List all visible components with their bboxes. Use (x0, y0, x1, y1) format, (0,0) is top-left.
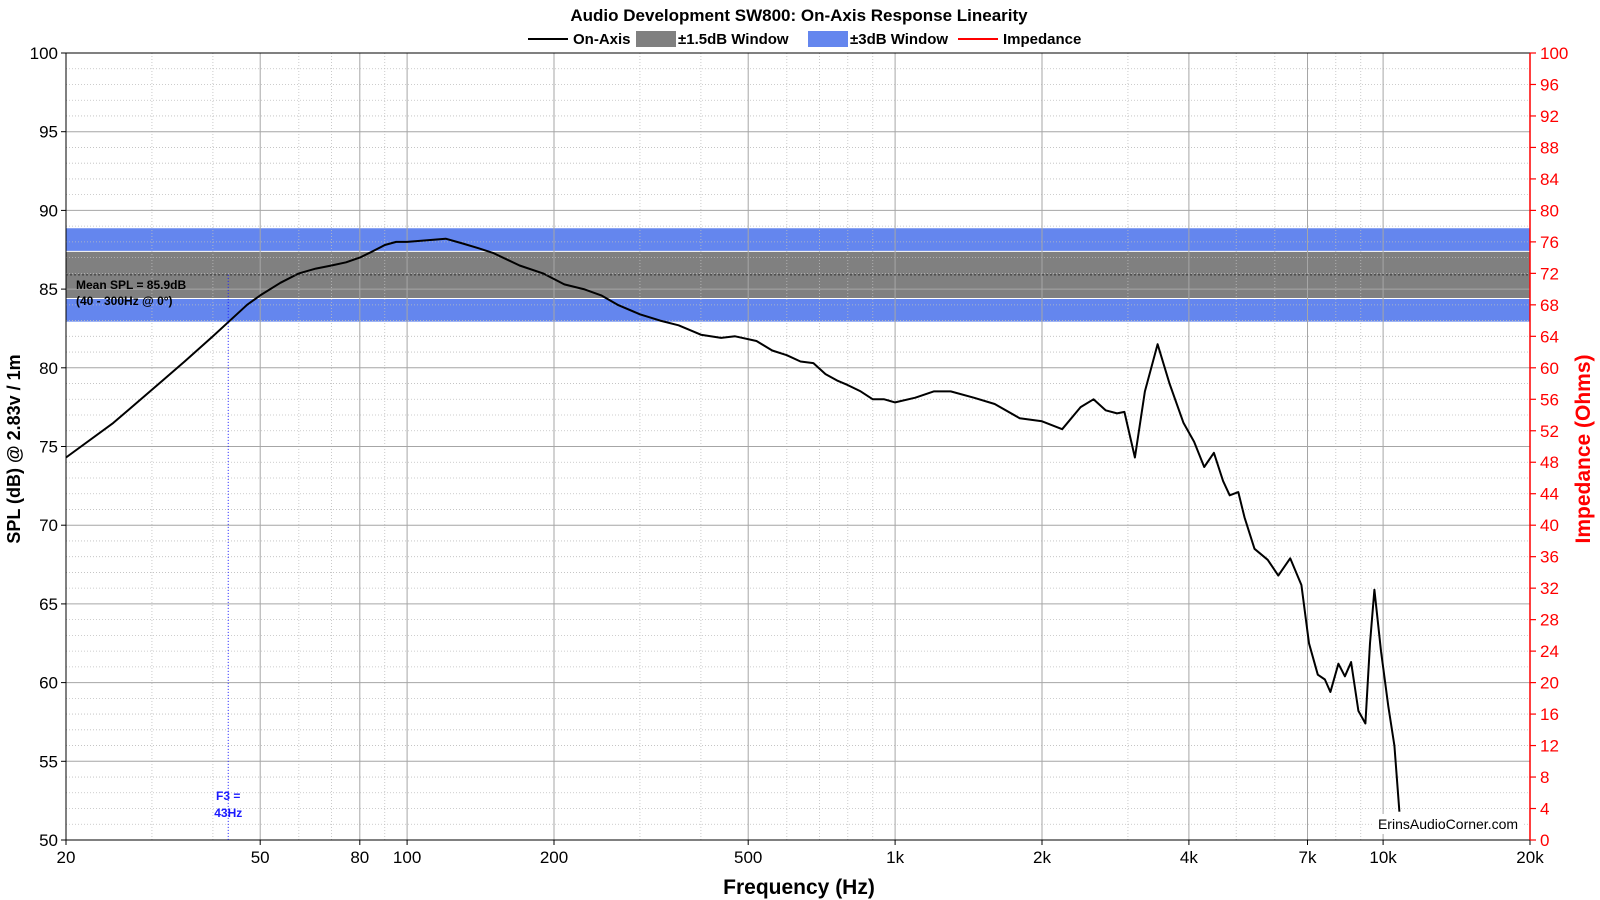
y-tick-label: 65 (39, 595, 58, 614)
y2-tick-label: 76 (1540, 233, 1559, 252)
y-axis-title: SPL (dB) @ 2.83v / 1m (4, 354, 24, 543)
watermark-box (1372, 814, 1524, 834)
y2-tick-label: 32 (1540, 579, 1559, 598)
y2-tick-label: 100 (1540, 44, 1568, 63)
y2-tick-label: 60 (1540, 359, 1559, 378)
y-tick-label: 90 (39, 201, 58, 220)
x-tick-label: 4k (1180, 848, 1198, 867)
y2-tick-label: 92 (1540, 107, 1559, 126)
legend-item: Impedance (958, 31, 1081, 48)
y2-tick-label: 68 (1540, 296, 1559, 315)
x-tick-label: 500 (734, 848, 762, 867)
chart-title: Audio Development SW800: On-Axis Respons… (570, 6, 1028, 25)
y-tick-label: 70 (39, 516, 58, 535)
x-tick-label: 200 (540, 848, 568, 867)
y-tick-label: 60 (39, 674, 58, 693)
x-tick-label: 80 (350, 848, 369, 867)
x-tick-label: 7k (1299, 848, 1317, 867)
x-tick-label: 100 (393, 848, 421, 867)
legend-item: On-Axis (528, 31, 631, 48)
y2-tick-label: 12 (1540, 737, 1559, 756)
watermark: ErinsAudioCorner.com (1378, 816, 1518, 832)
y-tick-label: 100 (30, 44, 58, 63)
y2-axis-title: Impedance (Ohms) (1572, 354, 1595, 543)
mean-spl-range-label: (40 - 300Hz @ 0°) (76, 294, 173, 308)
mean-spl-label: Mean SPL = 85.9dB (76, 278, 186, 292)
x-tick-label: 20 (57, 848, 76, 867)
legend-swatch-box (808, 31, 848, 47)
y2-tick-label: 40 (1540, 516, 1559, 535)
legend-item: ±3dB Window (808, 31, 948, 48)
legend-label: Impedance (1003, 31, 1081, 48)
y-tick-label: 95 (39, 123, 58, 142)
y-tick-label: 75 (39, 438, 58, 457)
legend-label: ±3dB Window (850, 31, 948, 48)
y2-tick-label: 72 (1540, 264, 1559, 283)
legend-label: On-Axis (573, 31, 631, 48)
y2-tick-label: 24 (1540, 642, 1559, 661)
y2-tick-label: 16 (1540, 705, 1559, 724)
y2-tick-label: 88 (1540, 138, 1559, 157)
x-tick-label: 50 (251, 848, 270, 867)
y2-tick-label: 48 (1540, 453, 1559, 472)
y2-tick-label: 8 (1540, 768, 1549, 787)
y2-tick-label: 4 (1540, 800, 1549, 819)
y2-tick-label: 44 (1540, 485, 1559, 504)
x-tick-label: 20k (1516, 848, 1544, 867)
y2-tick-label: 52 (1540, 422, 1559, 441)
y2-tick-label: 64 (1540, 327, 1559, 346)
x-tick-label: 1k (886, 848, 904, 867)
y2-tick-label: 84 (1540, 170, 1559, 189)
x-axis-title: Frequency (Hz) (723, 876, 875, 899)
y2-tick-label: 96 (1540, 75, 1559, 94)
y2-tick-label: 56 (1540, 390, 1559, 409)
y-tick-label: 50 (39, 831, 58, 850)
y-tick-label: 55 (39, 752, 58, 771)
legend-label: ±1.5dB Window (678, 31, 789, 48)
legend-item: ±1.5dB Window (636, 31, 789, 48)
y2-tick-label: 0 (1540, 831, 1549, 850)
y2-tick-label: 80 (1540, 201, 1559, 220)
x-tick-label: 10k (1369, 848, 1397, 867)
f3-value-label: 43Hz (214, 806, 242, 820)
x-tick-label: 2k (1033, 848, 1051, 867)
on-axis-series-line (65, 237, 1401, 812)
f3-label: F3 = (216, 789, 240, 803)
legend-swatch-box (636, 31, 676, 47)
y2-tick-label: 20 (1540, 674, 1559, 693)
y2-tick-label: 28 (1540, 611, 1559, 630)
y2-tick-label: 36 (1540, 548, 1559, 567)
y-tick-label: 80 (39, 359, 58, 378)
y-tick-label: 85 (39, 280, 58, 299)
